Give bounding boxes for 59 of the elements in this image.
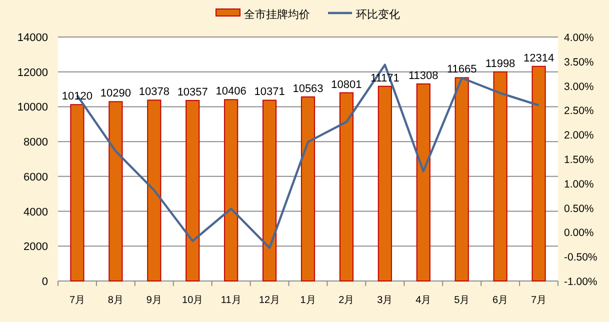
data-label: 10357 bbox=[177, 86, 208, 98]
bar bbox=[300, 96, 316, 282]
data-label: 10378 bbox=[138, 86, 170, 98]
data-label: 12314 bbox=[523, 52, 554, 64]
y-tick-label: 6000 bbox=[24, 171, 48, 184]
x-tick-label: 11月 bbox=[220, 295, 242, 306]
bar bbox=[416, 83, 430, 282]
bar bbox=[70, 104, 84, 282]
y2-tick-label: 2.50% bbox=[564, 105, 594, 118]
bar bbox=[147, 100, 162, 282]
y-tick-label: 0 bbox=[42, 276, 48, 288]
bar bbox=[186, 100, 200, 282]
x-tick-label: 2月 bbox=[338, 295, 354, 306]
y2-tick-label: 0.00% bbox=[564, 227, 594, 240]
y-tick-label: 8000 bbox=[24, 136, 48, 149]
x-tick-label: 10月 bbox=[182, 295, 204, 306]
data-label: 10801 bbox=[331, 78, 362, 91]
legend-label: 环比变化 bbox=[356, 8, 400, 21]
bar bbox=[262, 100, 277, 282]
x-tick-label: 4月 bbox=[416, 295, 432, 306]
y2-tick-label: 1.50% bbox=[564, 154, 594, 166]
y2-tick-label: -1.00% bbox=[564, 276, 598, 288]
data-label: 10120 bbox=[62, 90, 93, 103]
bar bbox=[493, 71, 508, 282]
y-tick-label: 4000 bbox=[24, 206, 48, 218]
y2-tick-label: 0.50% bbox=[564, 202, 594, 215]
bar bbox=[532, 66, 546, 282]
x-tick-label: 3月 bbox=[377, 295, 393, 306]
y-tick-label: 10000 bbox=[17, 102, 48, 114]
x-tick-label: 5月 bbox=[454, 295, 470, 306]
x-tick-label: 8月 bbox=[108, 295, 124, 306]
legend-label: 全市挂牌均价 bbox=[244, 8, 310, 21]
y-tick-label: 2000 bbox=[24, 241, 48, 254]
x-tick-label: 7月 bbox=[530, 295, 547, 306]
x-tick-label: 6月 bbox=[492, 295, 508, 306]
y-tick-label: 12000 bbox=[17, 66, 48, 79]
y2-tick-label: 3.00% bbox=[564, 80, 594, 93]
y2-tick-label: 3.50% bbox=[564, 56, 594, 68]
y-tick-label: 14000 bbox=[17, 32, 48, 44]
data-label: 11665 bbox=[446, 64, 477, 76]
data-label: 10406 bbox=[216, 86, 246, 98]
bar bbox=[339, 92, 354, 282]
data-label: 11308 bbox=[408, 70, 438, 82]
x-tick-label: 9月 bbox=[146, 295, 162, 306]
x-tick-label: 7月 bbox=[69, 295, 86, 306]
y2-tick-label: 2.00% bbox=[564, 130, 594, 142]
bar bbox=[108, 101, 123, 282]
bar bbox=[224, 99, 238, 282]
bar bbox=[378, 86, 392, 282]
x-tick-label: 1月 bbox=[300, 295, 316, 306]
data-label: 10371 bbox=[254, 86, 285, 98]
y2-tick-label: 4.00% bbox=[564, 32, 594, 44]
y2-tick-label: -0.50% bbox=[564, 252, 598, 264]
data-label: 10290 bbox=[100, 88, 131, 100]
data-label: 11998 bbox=[485, 58, 516, 70]
x-tick-label: 12月 bbox=[258, 295, 280, 306]
data-label: 10563 bbox=[292, 82, 324, 95]
y2-tick-label: 1.00% bbox=[564, 178, 594, 190]
bar bbox=[454, 77, 469, 282]
